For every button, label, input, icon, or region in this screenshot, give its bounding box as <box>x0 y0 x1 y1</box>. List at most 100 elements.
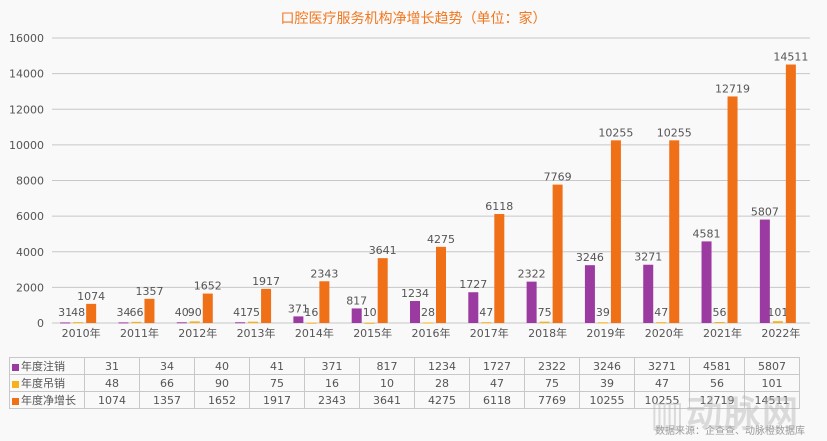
table-cell: 40 <box>194 357 250 375</box>
y-tick-label: 6000 <box>16 210 44 223</box>
table-cell: 47 <box>469 374 525 392</box>
bar-2 <box>610 140 621 323</box>
x-tick-label: 2017年 <box>470 326 509 340</box>
y-tick-label: 0 <box>37 317 44 330</box>
y-tick-label: 14000 <box>9 68 44 81</box>
table-cell: 28 <box>414 374 470 392</box>
x-tick-label: 2014年 <box>295 326 334 340</box>
table-cell: 371 <box>304 357 360 375</box>
x-tick-label: 2016年 <box>412 326 451 340</box>
data-label: 10255 <box>657 126 692 139</box>
table-cell: 10255 <box>634 391 690 409</box>
bar-1 <box>189 321 200 323</box>
bar-2 <box>727 96 738 323</box>
data-label: 75 <box>246 306 260 319</box>
data-label: 1917 <box>252 275 280 288</box>
data-label: 4275 <box>427 233 455 246</box>
table-cell: 39 <box>579 374 635 392</box>
table-cell: 1234 <box>414 357 470 375</box>
series-label: 年度注销 <box>9 357 85 375</box>
bar-1 <box>131 321 142 323</box>
bar-0 <box>176 322 187 324</box>
bar-2 <box>86 303 97 323</box>
data-label: 14511 <box>773 51 808 64</box>
table-cell: 75 <box>524 374 580 392</box>
data-label: 66 <box>129 306 143 319</box>
bar-2 <box>261 288 272 323</box>
bar-1 <box>481 322 492 324</box>
data-label: 10 <box>363 306 377 319</box>
table-cell: 31 <box>84 357 140 375</box>
y-tick-label: 10000 <box>9 139 44 152</box>
x-tick-label: 2011年 <box>120 326 159 340</box>
data-label: 3641 <box>369 244 397 257</box>
data-label: 40 <box>175 306 189 319</box>
table-cell: 10 <box>359 374 415 392</box>
bar-0 <box>293 316 304 323</box>
bar-2 <box>377 258 388 323</box>
data-label: 2343 <box>310 267 338 280</box>
bar-chart: 0 2000 4000 6000 8000 10000 12000 14000 16000 201… <box>9 32 810 340</box>
table-cell: 75 <box>249 374 305 392</box>
table-row: 年度注销 31 34 40 41 371 817 1234 1727 2322 3246 3271 45… <box>9 357 800 375</box>
table-cell: 34 <box>139 357 195 375</box>
legend-swatch <box>12 397 19 405</box>
table-cell: 817 <box>359 357 415 375</box>
table-cell: 7769 <box>524 391 580 409</box>
x-tick-label: 2022年 <box>761 326 800 340</box>
data-label: 90 <box>188 306 202 319</box>
data-table: 年度注销 31 34 40 41 371 817 1234 1727 2322 3246 3271 45… <box>9 357 800 409</box>
bar-0 <box>759 219 770 323</box>
bar-1 <box>306 322 317 324</box>
table-cell: 16 <box>304 374 360 392</box>
y-tick-label: 2000 <box>16 281 44 294</box>
table-cell: 4581 <box>689 357 745 375</box>
data-label: 12719 <box>715 82 750 95</box>
bar-0 <box>351 308 362 323</box>
bar-0 <box>118 322 129 324</box>
bar-1 <box>714 322 725 324</box>
bar-0 <box>701 241 712 323</box>
bar-1 <box>248 321 259 323</box>
bar-2 <box>669 140 680 323</box>
table-cell: 1074 <box>84 391 140 409</box>
bar-1 <box>539 321 550 323</box>
watermark-logo: ▥动脉网 <box>650 394 801 435</box>
table-cell: 10255 <box>579 391 635 409</box>
data-label: 39 <box>596 306 610 319</box>
bar-2 <box>319 281 330 323</box>
legend-swatch <box>12 363 19 371</box>
bar-1 <box>364 322 375 324</box>
bar-2 <box>144 298 155 323</box>
bar-0 <box>235 322 246 324</box>
x-tick-label: 2015年 <box>353 326 392 340</box>
x-tick-label: 2018年 <box>528 326 567 340</box>
bar-2 <box>552 184 563 323</box>
data-label: 1074 <box>77 290 105 303</box>
data-label: 47 <box>479 306 493 319</box>
series-label: 年度吊销 <box>9 374 85 392</box>
bar-1 <box>73 322 84 324</box>
series-label: 年度净增长 <box>9 391 85 409</box>
table-cell: 1727 <box>469 357 525 375</box>
data-label: 47 <box>654 306 668 319</box>
table-cell: 3271 <box>634 357 690 375</box>
data-label: 28 <box>421 306 435 319</box>
x-tick-label: 2020年 <box>645 326 684 340</box>
data-label: 371 <box>288 302 309 315</box>
data-label: 3271 <box>634 251 662 264</box>
x-tick-label: 2019年 <box>586 326 625 340</box>
data-label: 41 <box>233 306 247 319</box>
y-tick-label: 12000 <box>9 103 44 116</box>
data-label: 48 <box>71 306 85 319</box>
table-cell: 66 <box>139 374 195 392</box>
y-tick-label: 8000 <box>16 175 44 188</box>
bar-0 <box>526 281 537 323</box>
data-label: 7769 <box>544 171 572 184</box>
table-cell: 6118 <box>469 391 525 409</box>
table-cell: 41 <box>249 357 305 375</box>
table-cell: 4275 <box>414 391 470 409</box>
bar-2 <box>436 246 446 323</box>
table-cell: 2343 <box>304 391 360 409</box>
bar-2 <box>785 64 796 323</box>
